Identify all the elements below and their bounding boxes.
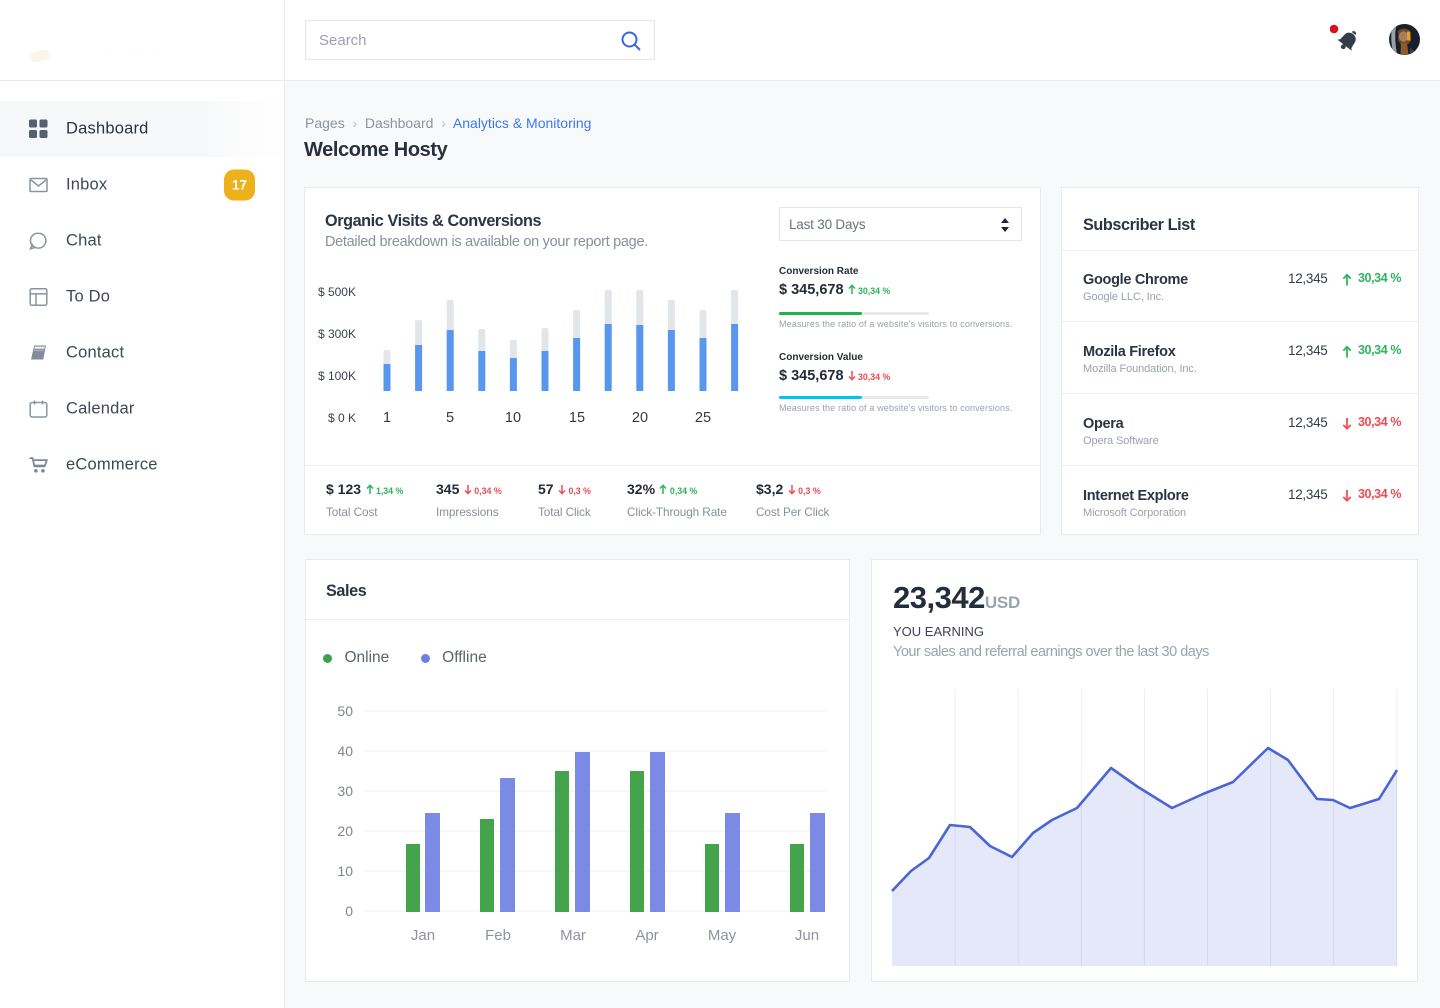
svg-text:Feb: Feb — [485, 927, 511, 944]
svg-text:25: 25 — [695, 410, 711, 426]
svg-text:$ 300K: $ 300K — [318, 327, 356, 341]
svg-text:Apr: Apr — [635, 927, 658, 944]
svg-text:20: 20 — [632, 410, 648, 426]
svg-text:$ 0 K: $ 0 K — [328, 411, 356, 425]
svg-text:30: 30 — [337, 783, 353, 799]
svg-text:0: 0 — [345, 903, 353, 919]
svg-text:$ 500K: $ 500K — [318, 285, 356, 299]
svg-text:50: 50 — [337, 703, 353, 719]
svg-text:May: May — [708, 927, 737, 944]
svg-text:5: 5 — [446, 410, 454, 426]
svg-text:Mar: Mar — [560, 927, 586, 944]
svg-text:20: 20 — [337, 823, 353, 839]
svg-text:10: 10 — [337, 863, 353, 879]
svg-text:40: 40 — [337, 743, 353, 759]
svg-text:15: 15 — [569, 410, 585, 426]
svg-text:Jun: Jun — [795, 927, 819, 944]
svg-text:1: 1 — [383, 410, 391, 426]
svg-text:10: 10 — [505, 410, 521, 426]
svg-text:$ 100K: $ 100K — [318, 369, 356, 383]
svg-text:Jan: Jan — [411, 927, 435, 944]
